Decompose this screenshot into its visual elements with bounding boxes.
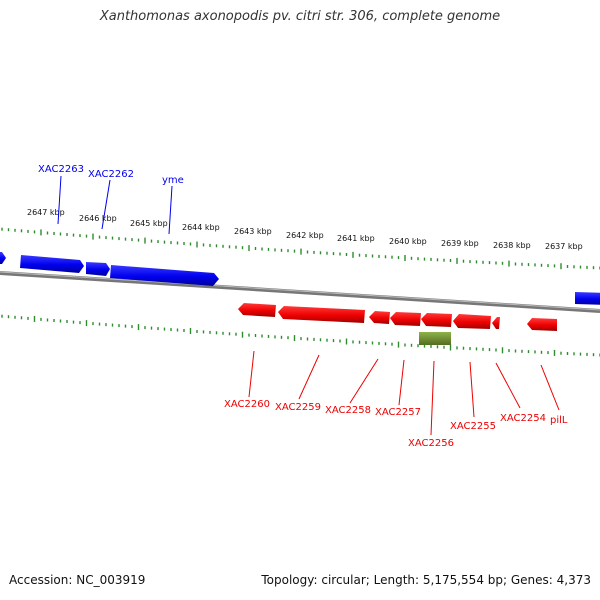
rna-feature[interactable] (419, 332, 451, 345)
leader-line (469, 361, 475, 418)
gene-arrow-reverse[interactable] (278, 306, 365, 323)
scale-label-2637: 2637 kbp (545, 242, 583, 251)
forward-gene-labels: XAC2263 XAC2262 yme (38, 164, 184, 235)
gene-arrow-reverse[interactable] (369, 311, 390, 324)
gene-arrow-forward[interactable] (20, 255, 84, 273)
leader-line (495, 362, 521, 409)
scale-label-2642: 2642 kbp (286, 231, 324, 240)
gene-arrow-reverse[interactable] (390, 312, 421, 326)
leader-line (430, 360, 435, 436)
gene-label-XAC2254[interactable]: XAC2254 (500, 413, 546, 424)
scale-label-2639: 2639 kbp (441, 239, 479, 248)
gene-label-XAC2255[interactable]: XAC2255 (450, 421, 496, 432)
gene-label-yme[interactable]: yme (162, 175, 184, 186)
gene-arrow-reverse[interactable] (238, 303, 276, 317)
accession-text: Accession: NC_003919 (9, 573, 146, 587)
leader-line (540, 364, 560, 411)
gene-label-XAC2258[interactable]: XAC2258 (325, 405, 371, 416)
scale-label-2646: 2646 kbp (79, 214, 117, 223)
scale-label-2641: 2641 kbp (337, 234, 375, 243)
leader-line (101, 179, 111, 230)
leader-line (57, 175, 62, 225)
scale-label-2647: 2647 kbp (27, 208, 65, 217)
gene-arrow-forward[interactable] (575, 292, 600, 305)
gene-arrow-reverse[interactable] (492, 317, 500, 329)
genome-stats-text: Topology: circular; Length: 5,175,554 bp… (261, 573, 591, 587)
scale-label-2643: 2643 kbp (234, 227, 272, 236)
genome-backbone-highlight (0, 271, 600, 311)
gene-label-XAC2256[interactable]: XAC2256 (408, 438, 454, 449)
scale-label-2644: 2644 kbp (182, 223, 220, 232)
scale-ticks (1, 227, 600, 357)
leader-line (298, 354, 320, 400)
map-title: Xanthomonas axonopodis pv. citri str. 30… (99, 9, 501, 24)
reverse-strand-genes (238, 303, 557, 331)
gene-arrow-forward[interactable] (110, 265, 219, 286)
gene-label-XAC2260[interactable]: XAC2260 (224, 399, 270, 410)
leader-line (398, 359, 405, 406)
gene-arrow-forward[interactable] (86, 262, 110, 276)
gene-arrow-reverse[interactable] (421, 313, 452, 327)
leader-line (248, 350, 255, 398)
gene-arrow-forward[interactable] (0, 252, 6, 264)
scale-label-2640: 2640 kbp (389, 237, 427, 246)
gene-label-pilL[interactable]: pilL (550, 415, 568, 426)
gene-label-XAC2259[interactable]: XAC2259 (275, 402, 321, 413)
leader-line (168, 185, 173, 235)
scale-label-2638: 2638 kbp (493, 241, 531, 250)
genome-backbone (0, 271, 600, 313)
leader-line (349, 358, 379, 404)
forward-strand-genes (0, 252, 600, 305)
gene-arrow-reverse[interactable] (527, 318, 557, 331)
gene-label-XAC2262[interactable]: XAC2262 (88, 169, 134, 180)
scale-label-2645: 2645 kbp (130, 219, 168, 228)
reverse-gene-labels: XAC2260 XAC2259 XAC2258 XAC2257 XAC2256 … (224, 350, 568, 449)
gene-label-XAC2257[interactable]: XAC2257 (375, 407, 421, 418)
gene-label-XAC2263[interactable]: XAC2263 (38, 164, 84, 175)
gene-arrow-reverse[interactable] (453, 314, 491, 329)
scale-labels: 2647 kbp 2646 kbp 2645 kbp 2644 kbp 2643… (27, 208, 583, 251)
